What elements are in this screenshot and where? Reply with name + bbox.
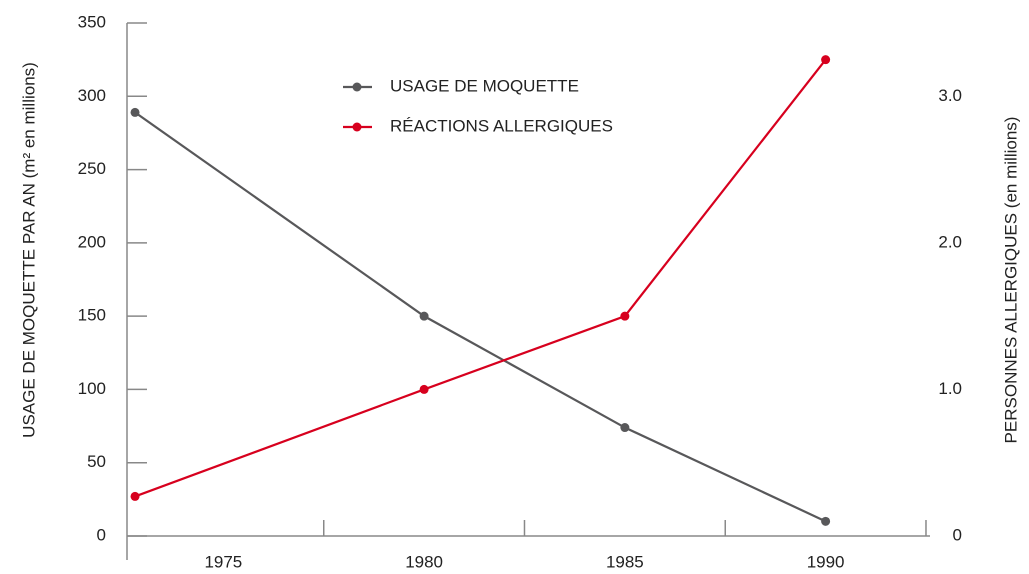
point bbox=[419, 311, 429, 321]
legend-label: USAGE DE MOQUETTE bbox=[390, 76, 579, 95]
y-axis-title: USAGE DE MOQUETTE PAR AN (m² en millions… bbox=[19, 62, 38, 438]
y-tick-label: 0 bbox=[97, 525, 106, 544]
y-tick-label: 150 bbox=[78, 306, 106, 325]
y2-tick-label: 2.0 bbox=[938, 232, 962, 251]
y-tick-label: 50 bbox=[87, 452, 106, 471]
y-tick-label: 200 bbox=[78, 232, 106, 251]
x-tick-label: 1990 bbox=[807, 552, 845, 571]
y-tick-label: 100 bbox=[78, 379, 106, 398]
point bbox=[821, 55, 831, 65]
y2-axis-title: PERSONNES ALLERGIQUES (en millions) bbox=[1001, 117, 1020, 444]
point bbox=[620, 311, 630, 321]
y-tick-label: 300 bbox=[78, 86, 106, 105]
series-line bbox=[134, 58, 827, 498]
legend-label: RÉACTIONS ALLERGIQUES bbox=[390, 116, 613, 135]
y-tick-label: 350 bbox=[78, 12, 106, 31]
x-tick-label: 1985 bbox=[606, 552, 644, 571]
point bbox=[821, 516, 831, 526]
y2-tick-label: 0 bbox=[953, 525, 962, 544]
series-line bbox=[134, 111, 827, 523]
y2-tick-label: 1.0 bbox=[938, 379, 962, 398]
point bbox=[419, 384, 429, 394]
y2-tick-label: 3.0 bbox=[938, 86, 962, 105]
y-tick-label: 250 bbox=[78, 159, 106, 178]
point bbox=[620, 423, 630, 433]
legend-marker bbox=[352, 122, 362, 132]
x-tick-label: 1975 bbox=[204, 552, 242, 571]
legend-marker bbox=[352, 82, 362, 92]
point bbox=[130, 491, 140, 501]
point bbox=[130, 107, 140, 117]
x-tick-label: 1980 bbox=[405, 552, 443, 571]
